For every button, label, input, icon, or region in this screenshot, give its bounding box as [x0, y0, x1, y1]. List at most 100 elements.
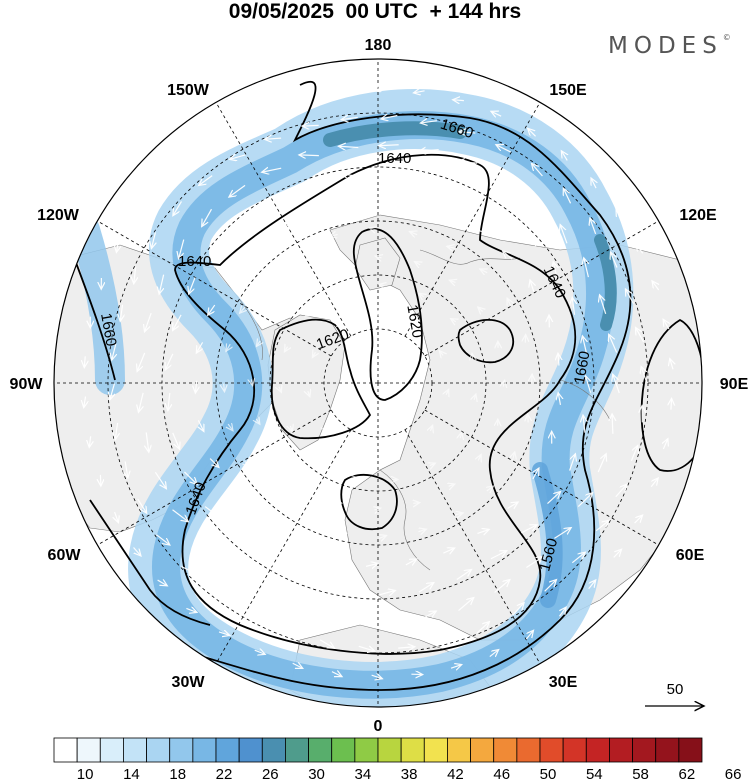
- lon-label-30w: 30W: [172, 674, 206, 691]
- wind-arrow: [561, 151, 567, 161]
- wind-arrow: [337, 323, 342, 326]
- wind-arrow: [512, 603, 524, 616]
- wind-arrow: [254, 241, 260, 252]
- wind-arrow: [377, 620, 398, 622]
- contour-1660-southwest: [89, 499, 211, 626]
- wind-arrow: [374, 87, 385, 90]
- wind-arrow: [583, 415, 585, 433]
- wind-arrow: [558, 353, 559, 366]
- reference-vector-label: 50: [667, 681, 684, 698]
- wind-arrow: [358, 646, 375, 651]
- lon-label-90w: 90W: [10, 376, 44, 393]
- wind-arrow: [443, 548, 454, 553]
- wind-arrow: [595, 520, 609, 532]
- wind-arrow: [544, 580, 557, 592]
- meridian-line: [215, 102, 352, 337]
- wind-arrow: [151, 232, 155, 248]
- wind-arrow: [493, 209, 510, 218]
- wind-arrow: [670, 358, 673, 370]
- wind-arrow: [281, 628, 296, 638]
- colorbar-box: [76, 737, 101, 763]
- wind-arrow: [229, 184, 246, 197]
- wind-arrow: [563, 188, 572, 204]
- wind-arrow: [245, 612, 260, 621]
- wind-arrow: [430, 463, 436, 465]
- wind-arrow: [494, 176, 513, 186]
- wind-arrow: [371, 675, 383, 679]
- wind-arrow: [294, 249, 299, 255]
- wind-arrow: [120, 304, 122, 322]
- wind-arrow: [341, 117, 358, 119]
- wind-arrow: [636, 327, 645, 343]
- wind-arrow: [569, 454, 576, 471]
- contour-label: 1640: [378, 150, 411, 167]
- wind-arrow: [302, 125, 319, 126]
- wind-arrow: [256, 419, 260, 424]
- wind-arrow: [209, 458, 219, 468]
- wind-arrow: [204, 506, 219, 518]
- wind-arrow: [211, 243, 218, 261]
- wind-arrow: [489, 650, 499, 657]
- meridian-line: [97, 220, 332, 357]
- lon-label-90e: 90E: [720, 376, 749, 393]
- wind-arrow: [137, 352, 146, 371]
- wind-arrow: [251, 379, 252, 385]
- wind-arrow: [125, 461, 128, 478]
- wind-arrow: [600, 295, 607, 314]
- wind-arrow: [584, 258, 589, 278]
- colorbar-box: [99, 737, 124, 763]
- wind-arrow: [324, 427, 327, 432]
- contour-label: 1620: [403, 303, 426, 339]
- meridian-line: [404, 102, 541, 337]
- wind-arrow: [650, 478, 658, 488]
- wind-arrow: [262, 588, 278, 602]
- wind-arrow: [264, 274, 268, 281]
- wind-arrow: [471, 229, 484, 232]
- colorbar-tick-label: 66: [725, 766, 742, 782]
- wind-arrow: [560, 225, 568, 244]
- wind-arrow: [641, 366, 647, 383]
- wind-arrow: [380, 172, 399, 174]
- colorbar-tick-label: 46: [493, 766, 510, 782]
- wind-arrow: [299, 155, 319, 156]
- wind-arrow: [490, 551, 507, 560]
- colorbar-box: [632, 737, 657, 763]
- wind-arrow: [437, 636, 453, 645]
- colorbar-tick-label: 26: [262, 766, 279, 782]
- wind-arrow: [571, 552, 585, 564]
- map-boundary: [53, 58, 703, 708]
- wind-arrow: [558, 393, 560, 405]
- colorbar-box: [609, 737, 633, 763]
- longitude-labels: 180 150E 120E 90E 60E 30E 0 30W 60W 90W …: [10, 37, 749, 735]
- colorbar-box: [354, 737, 379, 763]
- wind-arrow: [262, 168, 282, 172]
- wind-arrow: [418, 611, 437, 622]
- wind-arrow: [503, 251, 513, 260]
- wind-arrow: [458, 598, 474, 611]
- graticule: [54, 59, 702, 707]
- wind-arrow: [398, 647, 415, 648]
- colorbar-box: [123, 737, 147, 763]
- wind-arrow: [232, 534, 246, 547]
- wind-arrow: [338, 533, 347, 534]
- wind-arrow: [533, 468, 539, 480]
- contour-1620-closed: [270, 318, 372, 440]
- colorbar-box: [146, 737, 171, 763]
- wind-arrow: [453, 100, 464, 101]
- wind-arrow: [405, 559, 417, 565]
- wind-arrow: [299, 603, 316, 616]
- map-title: 09/05/2025 00 UTC + 144 hrs: [228, 0, 522, 23]
- wind-arrow: [419, 293, 424, 296]
- wind-arrow: [610, 252, 618, 268]
- wind-arrow: [319, 639, 334, 648]
- colorbar-box: [331, 737, 356, 763]
- wind-arrow: [478, 454, 481, 460]
- lon-label-150e: 150E: [549, 82, 587, 99]
- wind-arrow: [476, 622, 489, 634]
- wind-arrow: [315, 458, 319, 463]
- wind-arrow: [330, 234, 338, 236]
- wind-arrow: [585, 376, 590, 393]
- wind-arrow: [218, 632, 230, 635]
- colorbar-tick-label: 58: [632, 766, 649, 782]
- wind-arrow: [577, 493, 592, 507]
